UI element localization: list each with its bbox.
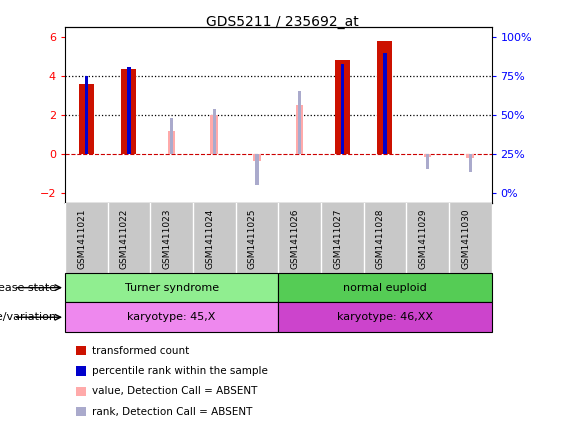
Bar [377, 41, 392, 154]
Bar [253, 154, 261, 161]
Bar [426, 154, 429, 169]
Text: percentile rank within the sample: percentile rank within the sample [92, 366, 268, 376]
Bar [127, 68, 131, 154]
Bar [298, 91, 301, 154]
Text: karyotype: 46,XX: karyotype: 46,XX [337, 312, 433, 322]
Text: GSM1411028: GSM1411028 [376, 209, 385, 269]
Bar [212, 110, 216, 154]
Text: GSM1411021: GSM1411021 [77, 209, 86, 269]
Text: rank, Detection Call = ABSENT: rank, Detection Call = ABSENT [92, 407, 253, 417]
Text: transformed count: transformed count [92, 346, 189, 356]
Bar [79, 84, 94, 154]
Bar [383, 53, 386, 154]
Text: normal euploid: normal euploid [343, 283, 427, 293]
Bar [295, 104, 303, 154]
Bar [255, 154, 259, 185]
Bar [341, 63, 344, 154]
Text: GSM1411026: GSM1411026 [290, 209, 299, 269]
Text: GSM1411024: GSM1411024 [205, 209, 214, 269]
Bar [468, 154, 472, 172]
Bar [85, 76, 88, 154]
Bar [121, 69, 136, 154]
Bar [335, 60, 350, 154]
Text: karyotype: 45,X: karyotype: 45,X [128, 312, 216, 322]
Text: genotype/variation: genotype/variation [0, 312, 56, 322]
Text: GSM1411027: GSM1411027 [333, 209, 342, 269]
Bar [210, 115, 218, 154]
Bar [170, 118, 173, 154]
Text: value, Detection Call = ABSENT: value, Detection Call = ABSENT [92, 386, 258, 396]
Bar [65, 273, 278, 302]
Text: GSM1411023: GSM1411023 [163, 209, 172, 269]
Text: GSM1411030: GSM1411030 [461, 209, 470, 269]
Bar [278, 273, 492, 302]
Text: GDS5211 / 235692_at: GDS5211 / 235692_at [206, 15, 359, 29]
Text: GSM1411025: GSM1411025 [248, 209, 257, 269]
Bar [168, 131, 176, 154]
Bar [65, 302, 278, 332]
Bar [424, 154, 432, 157]
Bar [278, 302, 492, 332]
Bar [466, 154, 474, 158]
Text: GSM1411022: GSM1411022 [120, 209, 129, 269]
Text: disease state: disease state [0, 283, 56, 293]
Text: GSM1411029: GSM1411029 [419, 209, 428, 269]
Text: Turner syndrome: Turner syndrome [124, 283, 219, 293]
